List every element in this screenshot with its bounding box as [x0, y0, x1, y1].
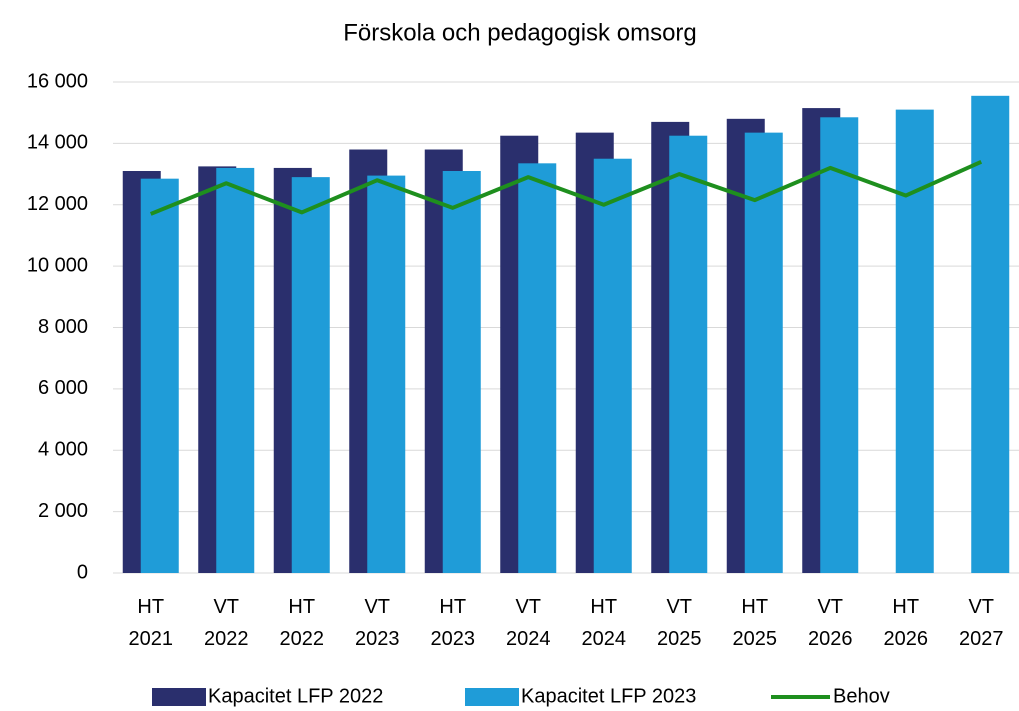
x-tick-line: VT [817, 596, 843, 618]
x-tick-line: 2024 [582, 628, 627, 650]
x-tick-label: HT 2025 [733, 596, 778, 650]
bar [669, 135, 708, 573]
x-tick-line: 2022 [204, 628, 249, 650]
x-tick-label: VT 2022 [204, 596, 249, 650]
x-tick-line: 2022 [280, 628, 325, 650]
x-tick-line: HT [892, 596, 919, 618]
x-tick-line: HT [288, 596, 315, 618]
x-tick-line: 2023 [431, 628, 476, 650]
x-tick-label: HT 2023 [431, 596, 476, 650]
x-tick-line: 2024 [506, 628, 551, 650]
bar [820, 117, 859, 574]
bar [971, 95, 1010, 573]
x-tick-line: VT [666, 596, 692, 618]
x-tick-line: 2021 [129, 628, 174, 650]
y-tick-label: 10 000 [27, 254, 88, 276]
x-tick-line: 2025 [733, 628, 778, 650]
y-tick-label: 2 000 [38, 500, 88, 522]
x-tick-label: VT 2025 [657, 596, 702, 650]
x-tick-label: HT 2026 [884, 596, 929, 650]
legend-label: Behov [833, 685, 890, 707]
x-tick-line: VT [968, 596, 994, 618]
y-tick-label: 14 000 [27, 132, 88, 154]
x-tick-line: 2025 [657, 628, 702, 650]
y-tick-label: 0 [77, 561, 88, 583]
x-tick-line: HT [137, 596, 164, 618]
bar [140, 178, 179, 573]
legend-swatch [152, 688, 206, 706]
bar [442, 170, 481, 573]
x-tick-label: VT 2027 [959, 596, 1004, 650]
legend-label: Kapacitet LFP 2022 [208, 685, 383, 707]
bar [744, 132, 783, 573]
x-tick-line: 2026 [808, 628, 853, 650]
x-tick-line: HT [590, 596, 617, 618]
x-tick-label: HT 2024 [582, 596, 627, 650]
y-tick-label: 8 000 [38, 316, 88, 338]
x-tick-line: 2023 [355, 628, 400, 650]
line [149, 159, 983, 216]
x-tick-label: VT 2026 [808, 596, 853, 650]
x-tick-line: HT [439, 596, 466, 618]
bar [895, 109, 934, 574]
y-tick-label: 4 000 [38, 439, 88, 461]
y-tick-label: 12 000 [27, 193, 88, 215]
bar [593, 158, 632, 573]
x-tick-line: HT [741, 596, 768, 618]
bar [367, 175, 406, 574]
y-tick-label: 6 000 [38, 377, 88, 399]
x-tick-line: 2026 [884, 628, 929, 650]
legend-swatch [465, 688, 519, 706]
chart-title: Förskola och pedagogisk omsorg [343, 19, 697, 46]
x-tick-label: VT 2024 [506, 596, 551, 650]
x-tick-line: 2027 [959, 628, 1004, 650]
legend-label: Kapacitet LFP 2023 [521, 685, 696, 707]
x-tick-line: VT [515, 596, 541, 618]
x-tick-label: HT 2021 [129, 596, 174, 650]
x-tick-line: VT [364, 596, 390, 618]
bar [291, 177, 330, 573]
bar [518, 163, 557, 573]
x-tick-line: VT [213, 596, 239, 618]
bar [216, 167, 255, 574]
y-tick-label: 16 000 [27, 70, 88, 92]
x-tick-label: HT 2022 [280, 596, 325, 650]
x-tick-label: VT 2023 [355, 596, 400, 650]
